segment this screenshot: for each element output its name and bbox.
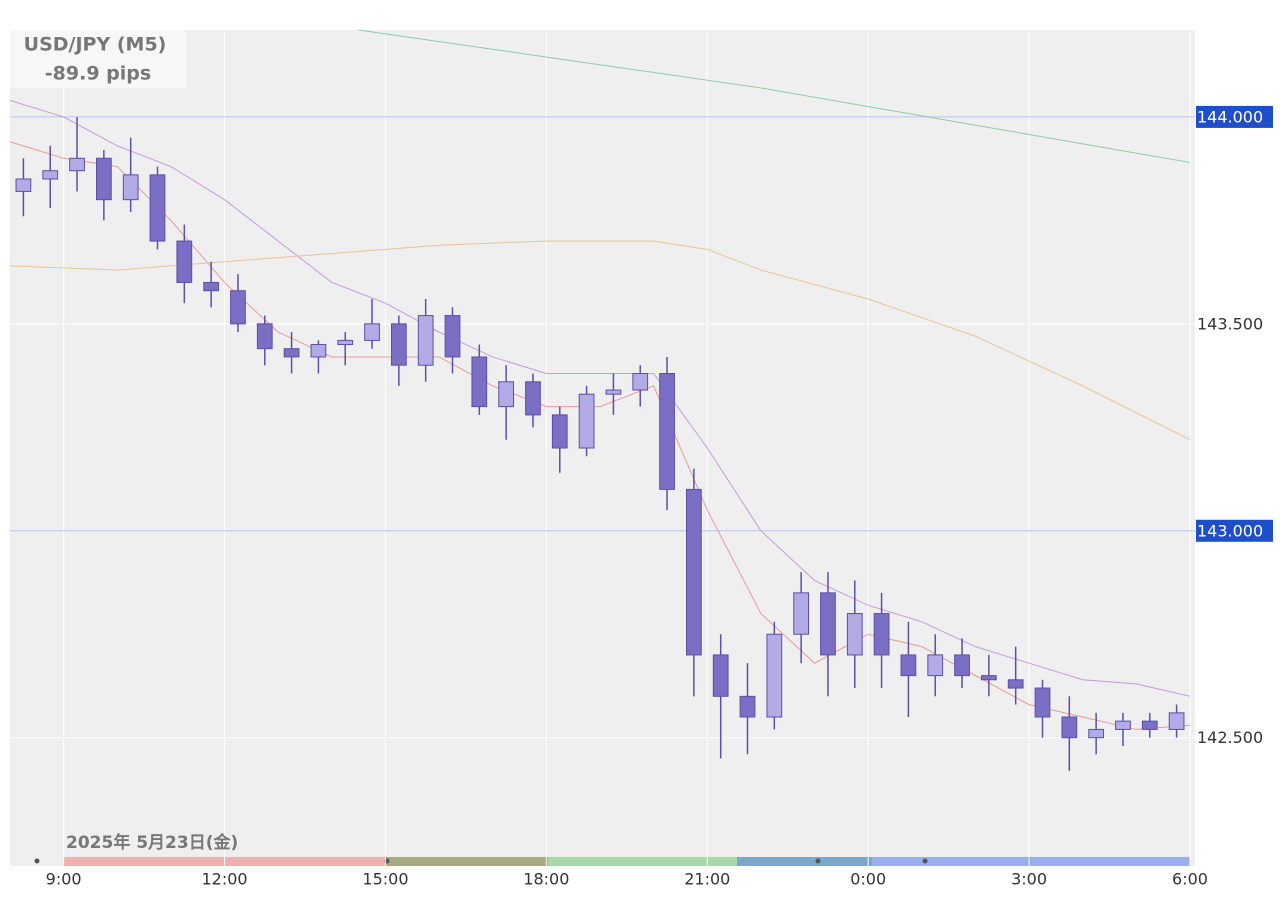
moving-average (9, 99, 1191, 697)
candle-body (1061, 716, 1078, 739)
candle-body (95, 157, 112, 201)
candle-body (551, 414, 568, 449)
chart-title: USD/JPY (M5) (24, 34, 167, 56)
candle-body (927, 654, 944, 677)
x-tick-label: 18:00 (523, 870, 569, 889)
candle-body (122, 174, 139, 201)
candle-body (605, 389, 622, 395)
candle-body (793, 592, 810, 635)
candle-body (149, 174, 166, 242)
candle-body (954, 654, 970, 677)
candle-body (1141, 720, 1158, 730)
candle-body (739, 695, 756, 718)
moving-average (358, 29, 1191, 163)
candle-body (203, 281, 220, 292)
candle-body (1088, 728, 1105, 739)
candle-body (659, 373, 675, 490)
candle-body (310, 344, 327, 358)
date-label: 2025年 5月23日(金) (66, 832, 238, 853)
candle-body (498, 381, 515, 408)
candle-body (15, 178, 32, 192)
session (872, 857, 1190, 866)
candle-body (1007, 679, 1024, 689)
session (548, 857, 737, 866)
price-label-bg (1196, 519, 1273, 542)
moving-average (9, 240, 1191, 441)
candle-body (820, 592, 836, 656)
y-tick-label: 142.500 (1197, 728, 1263, 747)
x-tick-label: 9:00 (46, 870, 82, 889)
candle-body (337, 339, 354, 346)
x-tick-label: 15:00 (362, 870, 408, 889)
candle-body (256, 323, 273, 350)
title-box (10, 30, 186, 88)
candle-body (230, 290, 246, 325)
y-tick-label: 143.500 (1197, 314, 1263, 333)
candle-body (1115, 720, 1131, 730)
session-bar (34, 857, 1190, 866)
candle-body (873, 613, 890, 656)
moving-average (9, 141, 1191, 730)
candle-body (525, 381, 541, 416)
plot-area (10, 30, 1195, 866)
candle-body (176, 240, 193, 283)
candle-body (42, 170, 59, 180)
session-dot (815, 858, 821, 864)
candle-body (846, 613, 863, 656)
candle-body (1168, 712, 1185, 730)
candle-body (69, 157, 85, 172)
candle-body (685, 488, 702, 656)
candle-body (980, 675, 997, 681)
y-tick-label: 144.000 (1197, 107, 1263, 126)
x-tick-label: 0:00 (850, 870, 886, 889)
session-dot (34, 858, 40, 864)
x-tick-label: 12:00 (201, 870, 247, 889)
x-tick-label: 3:00 (1011, 870, 1047, 889)
candle-body (1034, 687, 1051, 718)
x-tick-label: 6:00 (1172, 870, 1208, 889)
candle-body (417, 315, 434, 366)
candle-body (364, 323, 380, 341)
marks (9, 29, 1195, 866)
price-label-bg (1196, 105, 1273, 128)
session (386, 857, 548, 866)
candle-body (283, 348, 300, 358)
session (737, 857, 872, 866)
candle-body (471, 356, 488, 408)
y-tick-label: 143.000 (1197, 521, 1263, 540)
session-dot (922, 858, 928, 864)
candle-body (578, 393, 595, 449)
candle-body (900, 654, 917, 677)
candle-body (444, 315, 461, 358)
candle-body (712, 654, 729, 697)
candle-body (766, 633, 783, 718)
chart-subtitle: -89.9 pips (45, 63, 151, 85)
x-tick-label: 21:00 (684, 870, 730, 889)
candle-body (390, 323, 407, 366)
candle-body (632, 373, 649, 391)
